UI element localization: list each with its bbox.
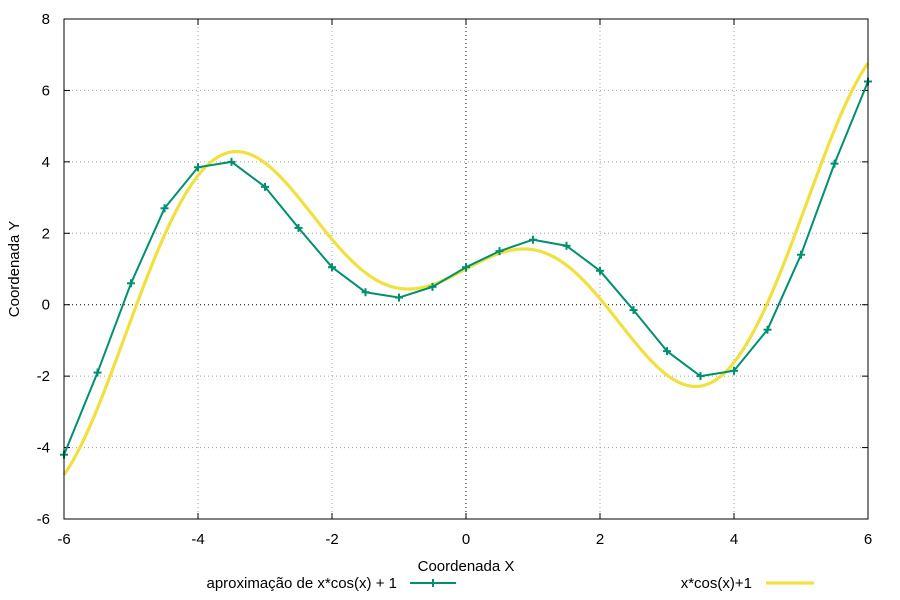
x-tick-label: -6 bbox=[57, 531, 70, 548]
data-point bbox=[361, 288, 370, 297]
series-layer bbox=[60, 62, 872, 476]
data-point bbox=[663, 347, 671, 356]
legend-label-approximation: aproximação de x*cos(x) + 1 bbox=[206, 575, 397, 592]
data-point bbox=[495, 247, 504, 256]
y-tick-label: 6 bbox=[42, 82, 50, 99]
data-point bbox=[596, 266, 604, 275]
y-tick-label: 4 bbox=[42, 154, 50, 171]
data-point bbox=[127, 279, 135, 288]
data-point bbox=[160, 204, 169, 213]
data-point bbox=[395, 293, 403, 302]
legend-marker-approximation bbox=[429, 579, 437, 587]
axis-ticks: -6 -4 -2 0 2 4 6 -6 -4 -2 0 2 4 6 8 bbox=[37, 11, 873, 548]
data-point bbox=[797, 250, 805, 259]
x-tick-label: 0 bbox=[462, 531, 470, 548]
data-point bbox=[328, 263, 336, 272]
y-tick-label: 0 bbox=[42, 297, 50, 314]
grid bbox=[64, 19, 868, 519]
x-tick-label: -4 bbox=[191, 531, 204, 548]
data-point bbox=[830, 159, 839, 168]
x-tick-label: 4 bbox=[730, 531, 738, 548]
plot-frame bbox=[63, 18, 869, 520]
data-point bbox=[428, 282, 437, 291]
x-tick-label: 6 bbox=[864, 531, 872, 548]
data-point bbox=[93, 368, 102, 377]
data-point bbox=[529, 235, 537, 244]
data-point bbox=[261, 182, 269, 191]
legend: aproximação de x*cos(x) + 1 x*cos(x)+1 bbox=[206, 575, 814, 592]
y-tick-label: -2 bbox=[37, 368, 50, 385]
y-tick-label: -6 bbox=[37, 511, 50, 528]
y-axis-label: Coordenada Y bbox=[6, 221, 23, 317]
data-point bbox=[462, 263, 470, 272]
data-point bbox=[562, 241, 571, 250]
y-tick-label: 2 bbox=[42, 225, 50, 242]
x-tick-label: -2 bbox=[325, 531, 338, 548]
x-tick-label: 2 bbox=[596, 531, 604, 548]
data-point bbox=[696, 372, 705, 381]
data-point bbox=[629, 306, 638, 315]
data-point bbox=[194, 163, 202, 172]
x-axis-label: Coordenada X bbox=[418, 558, 515, 575]
data-point bbox=[227, 157, 236, 166]
y-tick-label: 8 bbox=[42, 11, 50, 28]
legend-label-function: x*cos(x)+1 bbox=[681, 575, 752, 592]
data-point bbox=[763, 325, 772, 334]
data-point bbox=[730, 366, 738, 375]
y-tick-label: -4 bbox=[37, 440, 50, 457]
data-point bbox=[294, 223, 303, 232]
